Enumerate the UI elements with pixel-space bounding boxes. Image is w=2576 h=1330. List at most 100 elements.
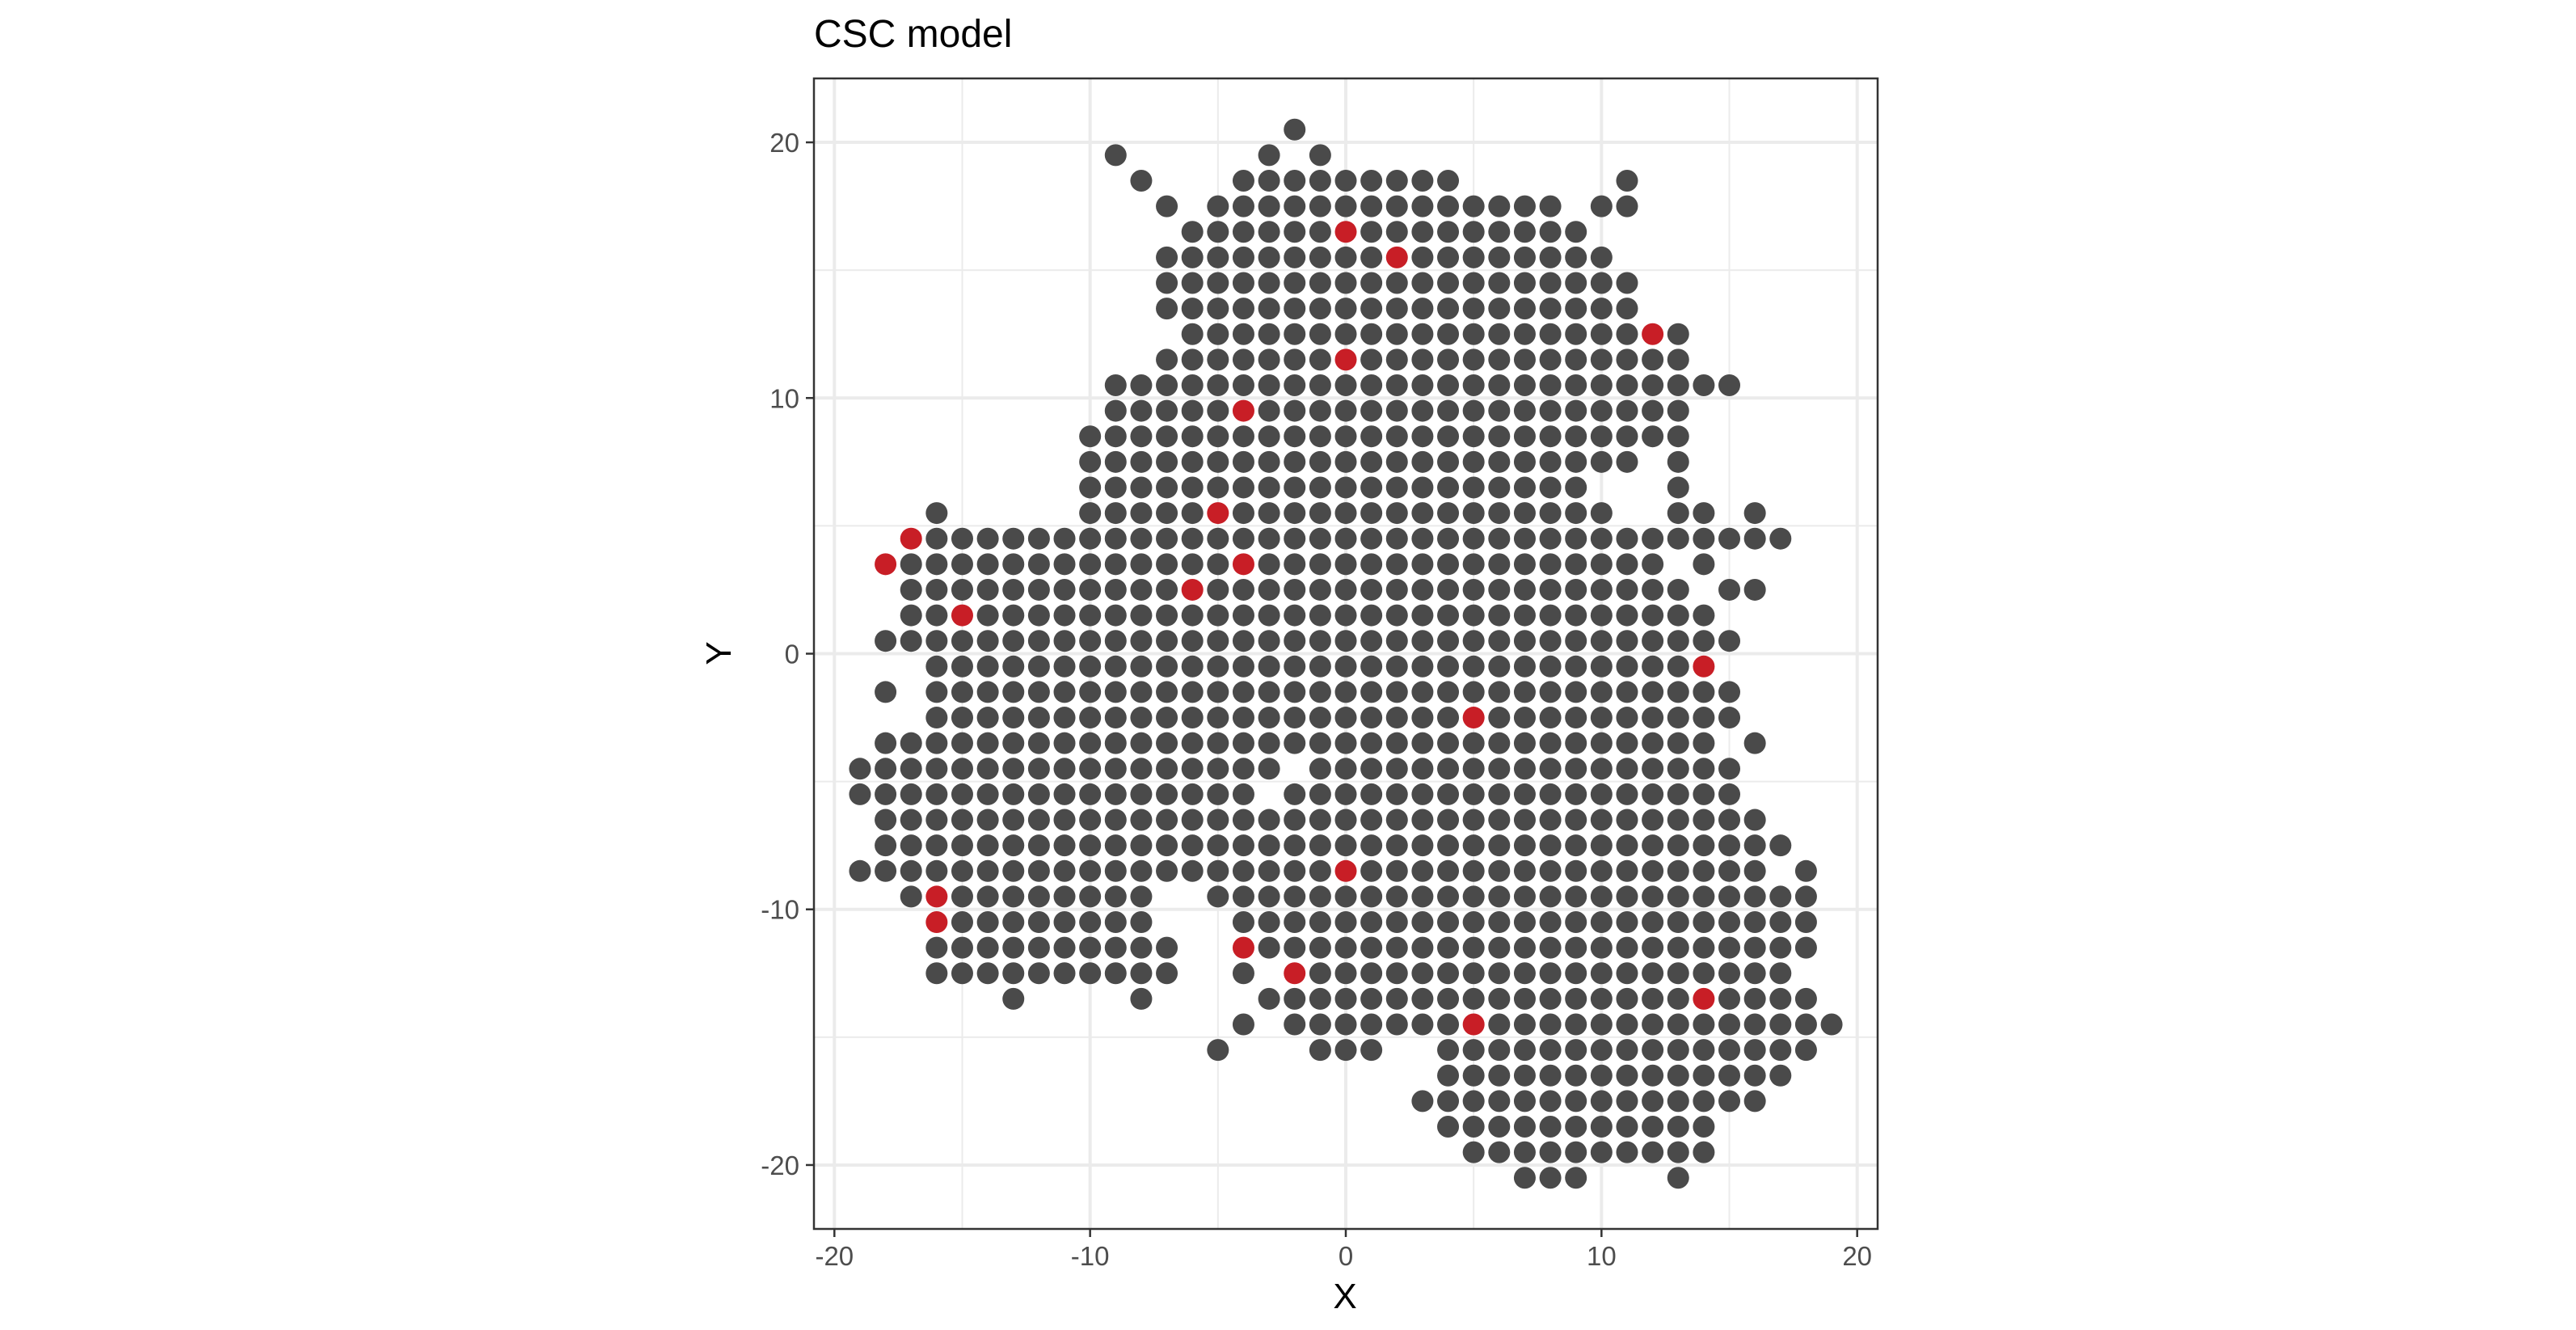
data-point (875, 783, 897, 805)
data-point (1513, 630, 1536, 652)
data-point (1488, 272, 1511, 294)
data-point (1411, 809, 1434, 831)
data-point (1002, 987, 1025, 1010)
data-point (1156, 195, 1178, 217)
data-point (1284, 221, 1306, 243)
data-point (1079, 502, 1102, 525)
data-point (1794, 1039, 1817, 1062)
data-point (1385, 272, 1408, 294)
data-point (875, 758, 897, 780)
data-point (1642, 578, 1664, 601)
data-point (1488, 476, 1511, 499)
data-point (1616, 578, 1638, 601)
data-point (951, 681, 973, 703)
data-point (925, 527, 948, 550)
y-tick-label: -20 (761, 1151, 799, 1180)
data-point (1437, 399, 1460, 422)
data-point (1104, 732, 1127, 754)
data-point (1385, 221, 1408, 243)
data-point (1258, 578, 1280, 601)
data-point (1284, 374, 1306, 396)
data-point (1156, 707, 1178, 729)
data-point (1079, 425, 1102, 448)
data-point (1104, 527, 1127, 550)
data-point (1513, 1141, 1536, 1163)
data-point (1565, 911, 1587, 934)
data-point (1079, 962, 1102, 985)
data-point (1616, 348, 1638, 371)
data-point (1181, 553, 1204, 576)
data-point (1207, 298, 1229, 320)
data-point (1693, 681, 1715, 703)
data-point (1232, 298, 1254, 320)
data-point (1104, 655, 1127, 678)
chart-title: CSC model (814, 13, 1012, 56)
data-point (1769, 936, 1792, 959)
data-point (1743, 834, 1766, 857)
data-point (1488, 1039, 1511, 1062)
data-point (1667, 1141, 1689, 1163)
data-point (925, 630, 948, 652)
data-point (1360, 859, 1383, 882)
data-point (1309, 221, 1331, 243)
data-point (1284, 681, 1306, 703)
data-point (1513, 578, 1536, 601)
data-point (1232, 655, 1254, 678)
data-point (1718, 783, 1741, 805)
data-point (1513, 450, 1536, 473)
data-point (1513, 1167, 1536, 1189)
highlighted-point (1385, 246, 1408, 268)
data-point (1718, 374, 1741, 396)
data-point (1437, 885, 1460, 908)
data-point (1079, 604, 1102, 627)
data-point (1590, 834, 1613, 857)
data-point (951, 655, 973, 678)
data-point (1130, 707, 1153, 729)
data-point (1181, 272, 1204, 294)
data-point (1232, 450, 1254, 473)
data-point (951, 578, 973, 601)
data-point (875, 859, 897, 882)
data-point (1539, 527, 1562, 550)
data-point (1104, 604, 1127, 627)
data-point (1488, 1116, 1511, 1138)
data-point (1642, 1116, 1664, 1138)
data-point (1743, 502, 1766, 525)
data-point (1437, 859, 1460, 882)
data-point (1743, 1039, 1766, 1062)
data-point (1616, 604, 1638, 627)
data-point (1462, 834, 1485, 857)
data-point (875, 732, 897, 754)
highlighted-point (1462, 1013, 1485, 1036)
data-point (1488, 655, 1511, 678)
data-point (1565, 885, 1587, 908)
data-point (1284, 476, 1306, 499)
highlighted-point (925, 885, 948, 908)
data-point (1002, 809, 1025, 831)
data-point (1616, 553, 1638, 576)
data-point (1360, 272, 1383, 294)
data-point (1718, 1090, 1741, 1113)
data-point (1385, 707, 1408, 729)
data-point (1181, 425, 1204, 448)
data-point (1642, 399, 1664, 422)
data-point (1513, 298, 1536, 320)
data-point (1513, 323, 1536, 345)
data-point (1565, 655, 1587, 678)
data-point (1053, 553, 1076, 576)
data-point (1462, 323, 1485, 345)
data-point (1743, 527, 1766, 550)
data-point (1207, 323, 1229, 345)
data-point (1027, 630, 1050, 652)
data-point (1743, 809, 1766, 831)
data-point (1284, 655, 1306, 678)
data-point (1360, 732, 1383, 754)
data-point (1130, 527, 1153, 550)
data-point (951, 885, 973, 908)
data-point (1309, 169, 1331, 192)
data-point (1820, 1013, 1843, 1036)
data-point (1309, 399, 1331, 422)
data-point (1565, 425, 1587, 448)
data-point (1616, 399, 1638, 422)
